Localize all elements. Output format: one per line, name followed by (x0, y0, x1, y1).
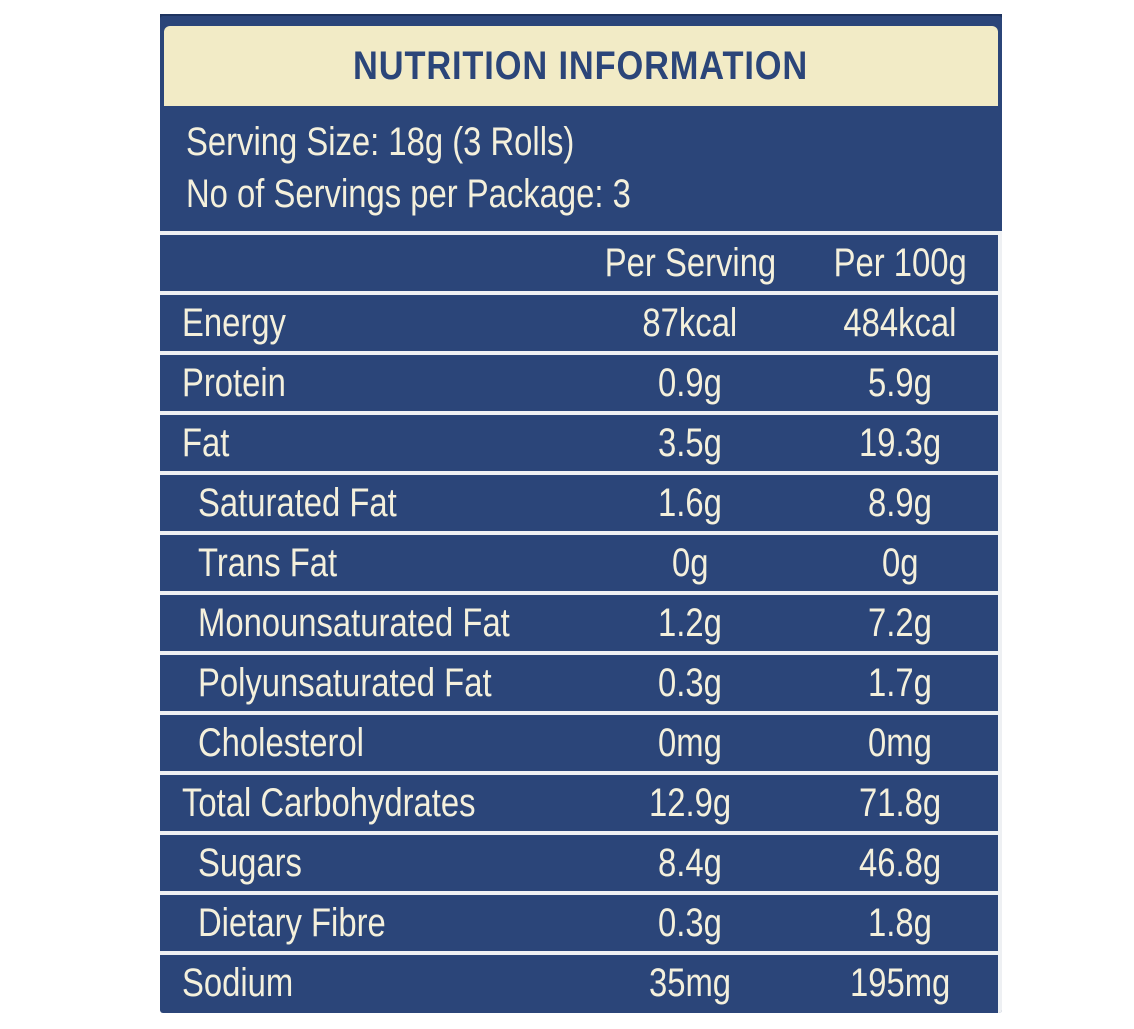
per-serving-value: 0g (671, 540, 709, 585)
table-row-sugars: Sugars 8.4g 46.8g (160, 831, 1002, 891)
table-right-border (998, 231, 1002, 1013)
nutrient-name: Fat (182, 420, 230, 465)
nutrition-table: Per Serving Per 100g Energy 87kcal 484kc… (160, 231, 1002, 1011)
nutrient-name: Monounsaturated Fat (198, 600, 510, 645)
nutrient-name: Total Carbohydrates (182, 780, 476, 825)
nutrient-name: Sodium (182, 960, 294, 1005)
per-serving-value: 35mg (648, 960, 732, 1005)
per-100g-value: 0g (881, 540, 919, 585)
per-100g-value: 7.2g (868, 600, 932, 645)
servings-per-package: No of Servings per Package: 3 (186, 172, 631, 216)
table-row-sodium: Sodium 35mg 195mg (160, 951, 1002, 1011)
nutrient-name: Energy (182, 300, 286, 345)
nutrition-panel: NUTRITION INFORMATION Serving Size: 18g … (160, 16, 1002, 1013)
per-100g-value: 5.9g (868, 360, 932, 405)
column-header-per-serving: Per Serving (604, 240, 776, 285)
table-header-row: Per Serving Per 100g (160, 231, 1002, 291)
nutrient-name: Sugars (198, 840, 302, 885)
table-row-dietary-fibre: Dietary Fibre 0.3g 1.8g (160, 891, 1002, 951)
nutrient-name: Polyunsaturated Fat (198, 660, 492, 705)
serving-info: Serving Size: 18g (3 Rolls) No of Servin… (164, 108, 996, 230)
nutrition-title: NUTRITION INFORMATION (353, 43, 809, 88)
table-row-monounsaturated-fat: Monounsaturated Fat 1.2g 7.2g (160, 591, 1002, 651)
table-row-energy: Energy 87kcal 484kcal (160, 291, 1002, 351)
per-100g-value: 0mg (868, 720, 932, 765)
table-row-cholesterol: Cholesterol 0mg 0mg (160, 711, 1002, 771)
per-100g-value: 8.9g (868, 480, 932, 525)
nutrient-name: Saturated Fat (198, 480, 397, 525)
table-row-polyunsaturated-fat: Polyunsaturated Fat 0.3g 1.7g (160, 651, 1002, 711)
per-serving-value: 12.9g (648, 780, 732, 825)
table-row-fat: Fat 3.5g 19.3g (160, 411, 1002, 471)
per-serving-value: 0.3g (658, 900, 722, 945)
per-serving-value: 8.4g (658, 840, 722, 885)
serving-size: Serving Size: 18g (3 Rolls) (186, 120, 575, 164)
per-serving-value: 1.6g (658, 480, 722, 525)
column-header-per-100g: Per 100g (833, 240, 967, 285)
per-100g-value: 1.8g (868, 900, 932, 945)
per-100g-value: 1.7g (868, 660, 932, 705)
per-serving-value: 0.3g (658, 660, 722, 705)
per-serving-value: 0.9g (658, 360, 722, 405)
per-100g-value: 19.3g (858, 420, 942, 465)
per-serving-value: 3.5g (658, 420, 722, 465)
nutrient-name: Dietary Fibre (198, 900, 386, 945)
nutrient-name: Cholesterol (198, 720, 364, 765)
table-row-trans-fat: Trans Fat 0g 0g (160, 531, 1002, 591)
per-serving-value: 87kcal (642, 300, 738, 345)
table-row-protein: Protein 0.9g 5.9g (160, 351, 1002, 411)
per-100g-value: 195mg (849, 960, 951, 1005)
nutrient-name: Trans Fat (198, 540, 338, 585)
nutrient-name: Protein (182, 360, 286, 405)
title-bar: NUTRITION INFORMATION (164, 26, 998, 106)
per-serving-value: 1.2g (658, 600, 722, 645)
per-100g-value: 71.8g (858, 780, 942, 825)
per-serving-value: 0mg (658, 720, 722, 765)
per-100g-value: 484kcal (843, 300, 957, 345)
table-row-saturated-fat: Saturated Fat 1.6g 8.9g (160, 471, 1002, 531)
per-100g-value: 46.8g (858, 840, 942, 885)
table-row-total-carbohydrates: Total Carbohydrates 12.9g 71.8g (160, 771, 1002, 831)
